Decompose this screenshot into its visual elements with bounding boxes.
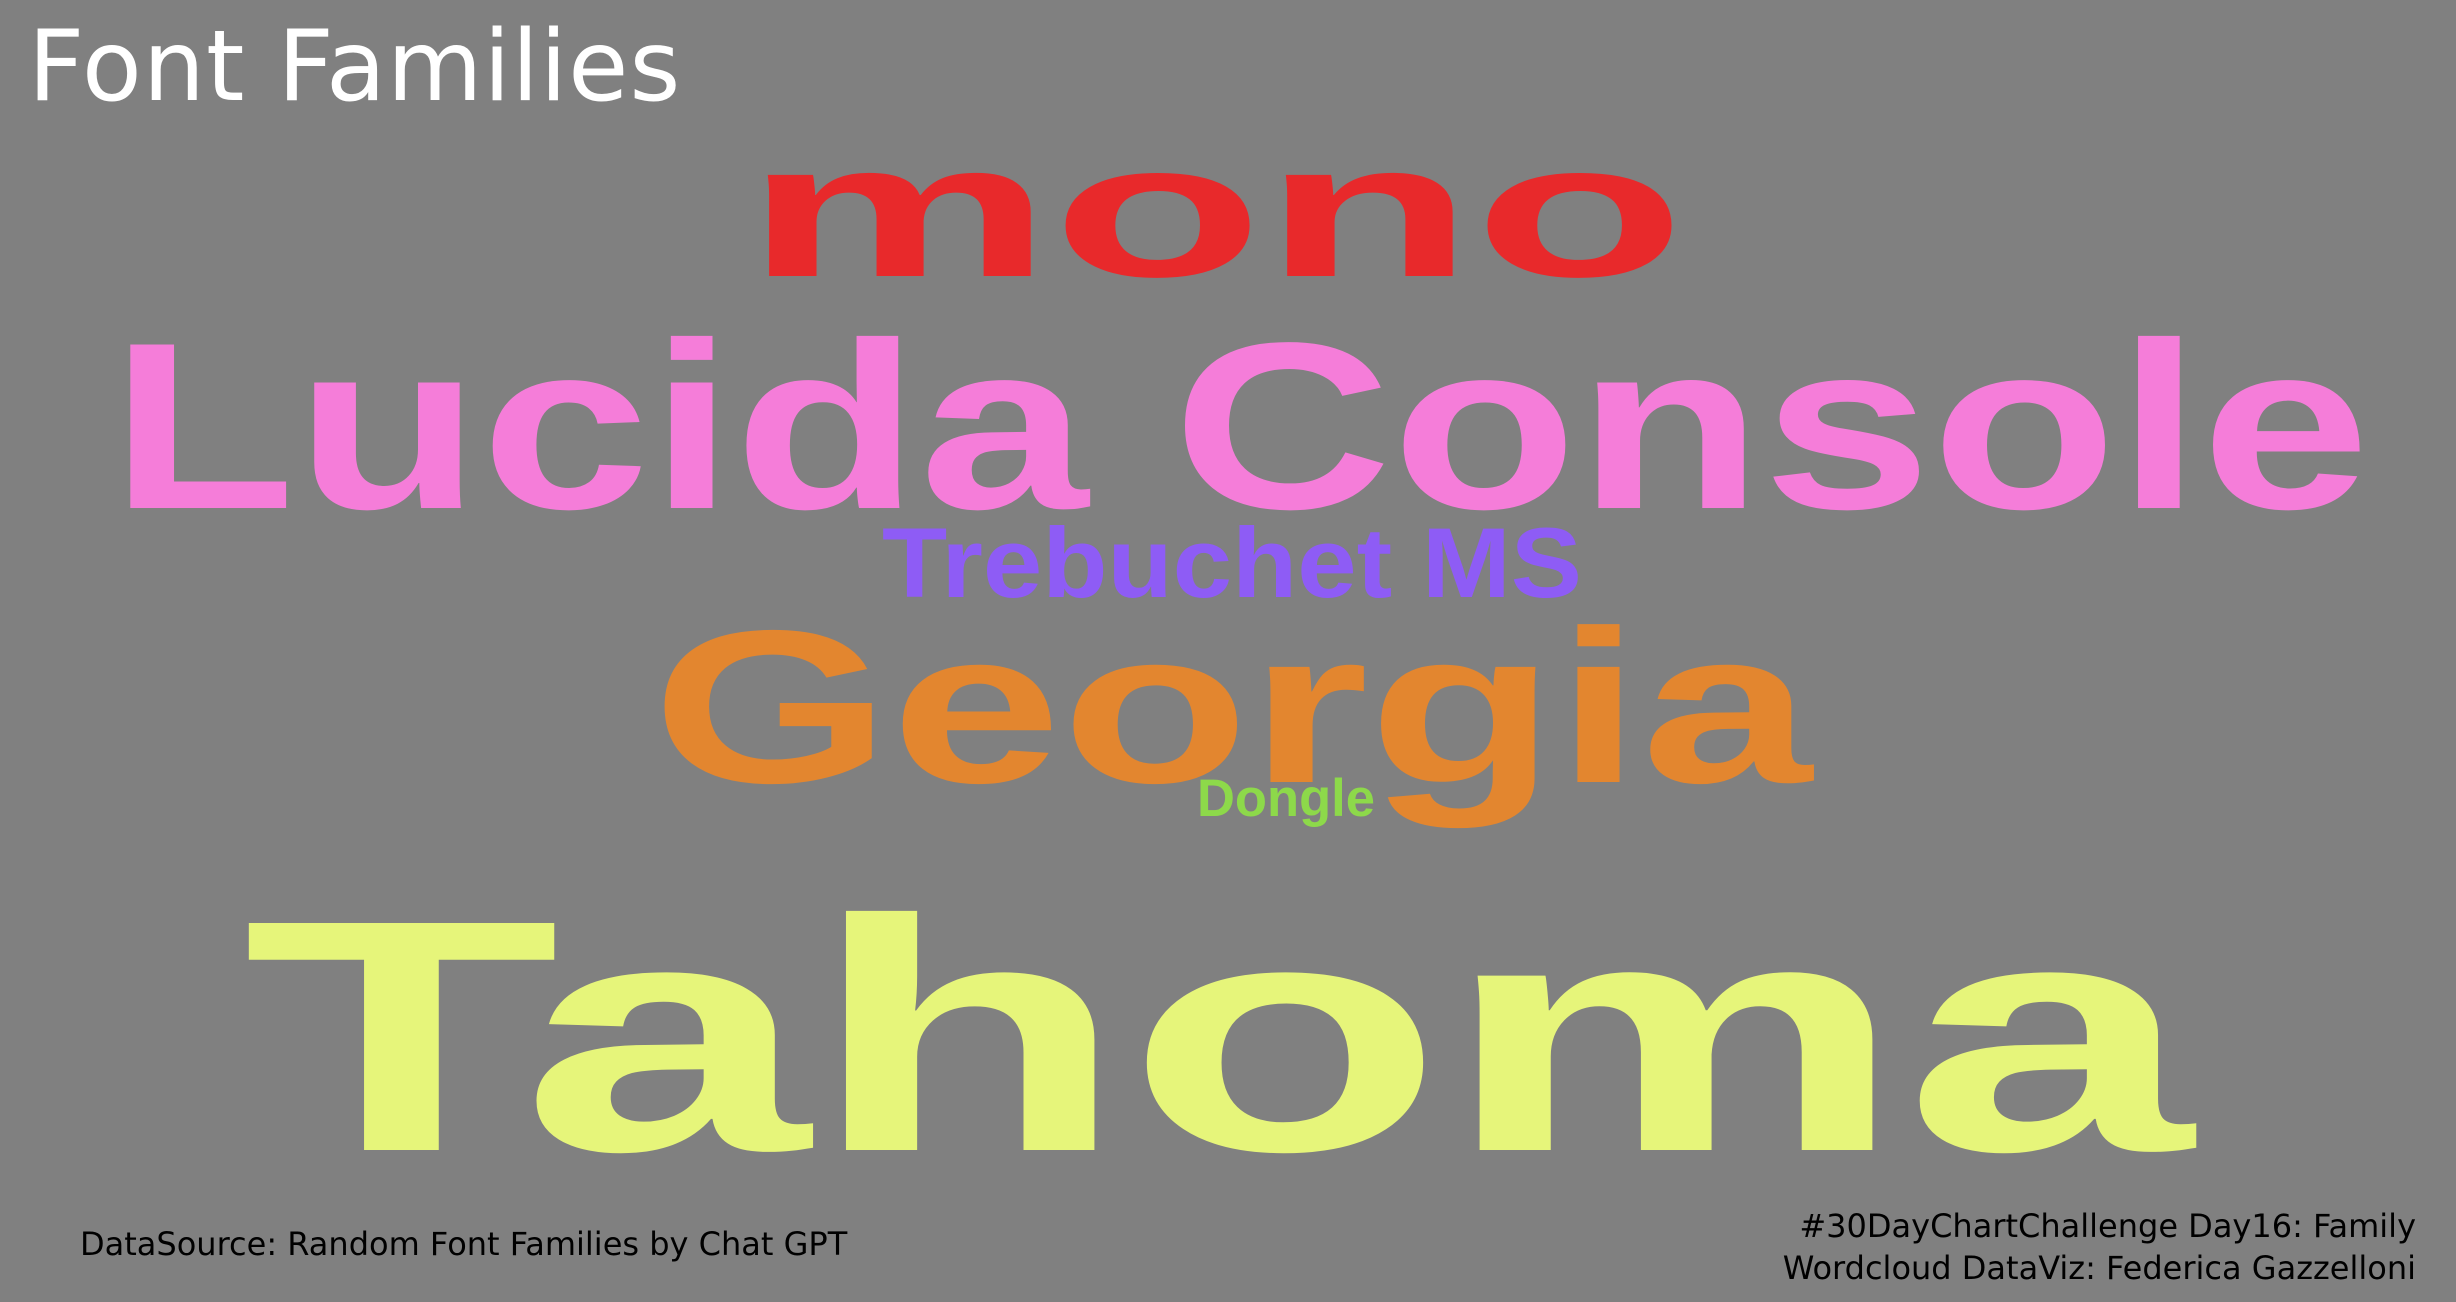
word-tahoma: Tahoma	[243, 851, 2196, 1220]
caption-line-2: Wordcloud DataViz: Federica Gazzelloni	[1782, 1248, 2416, 1287]
word-georgia: Georgia	[652, 586, 1815, 829]
word-mono: mono	[745, 103, 1685, 317]
chart-title: Font Families	[28, 10, 682, 124]
word-trebuchet-ms: Trebuchet MS	[882, 507, 1582, 618]
data-source-note: DataSource: Random Font Families by Chat…	[80, 1225, 848, 1263]
caption: #30DayChartChallenge Day16: Family Wordc…	[1783, 1206, 2416, 1289]
caption-line-1: #30DayChartChallenge Day16: Family	[1799, 1207, 2416, 1245]
word-dongle: Dongle	[1197, 769, 1375, 828]
word-lucida-console: Lucida Console	[110, 294, 2370, 559]
